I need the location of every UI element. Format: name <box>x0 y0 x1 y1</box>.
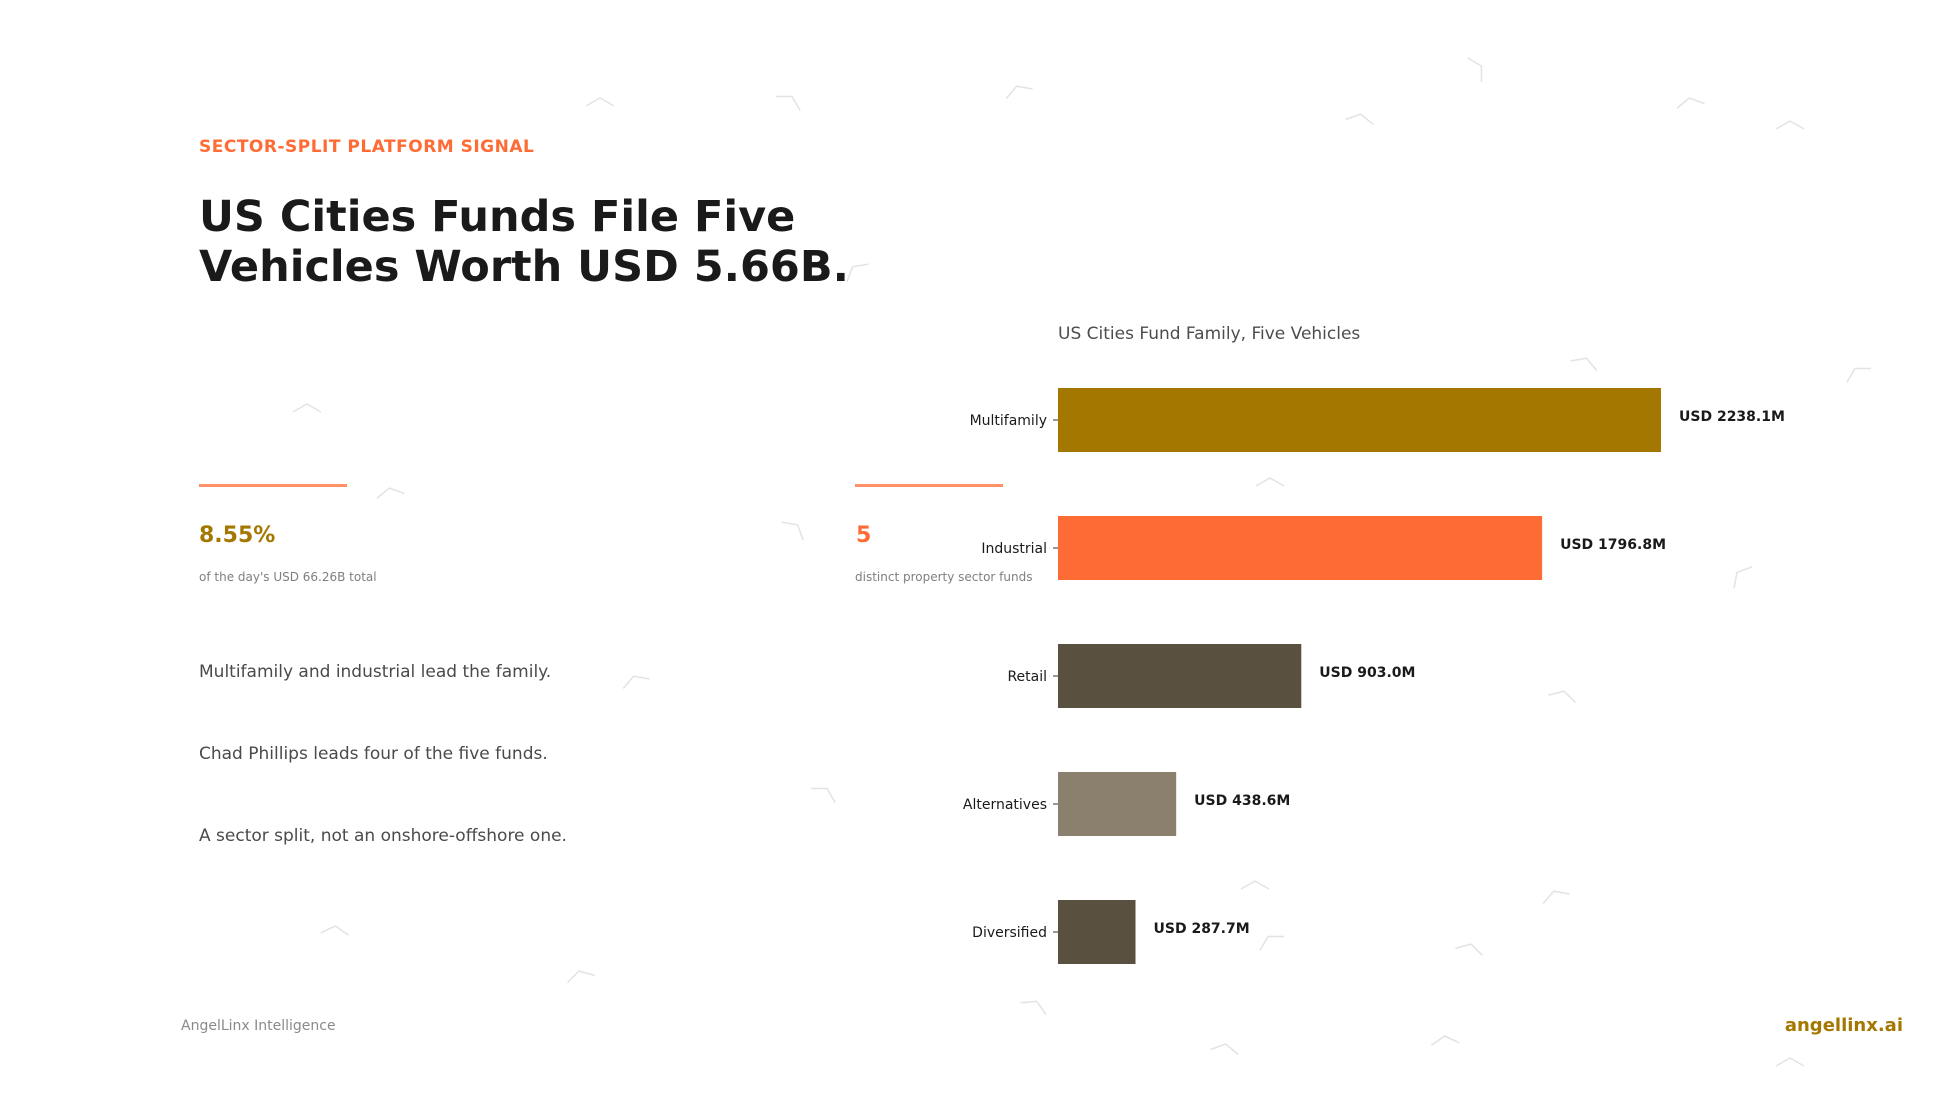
decor-mark <box>1775 1057 1805 1067</box>
bar-value-label: USD 903.0M <box>1319 665 1415 681</box>
title-line-2: Vehicles Worth USD 5.66B. <box>199 242 849 292</box>
y-tick-label: Multifamily <box>970 413 1047 429</box>
decor-mark <box>585 97 615 107</box>
decor-mark <box>1467 57 1483 83</box>
stat-label-share: of the day's USD 66.26B total <box>199 570 377 584</box>
decor-mark <box>1775 120 1805 130</box>
bullet-point-2: Chad Phillips leads four of the five fun… <box>199 744 548 764</box>
decor-mark <box>1345 113 1374 125</box>
y-tick-label: Diversified <box>972 925 1047 941</box>
bullet-point-3: A sector split, not an onshore-offshore … <box>199 826 567 846</box>
stat-rule-share <box>199 484 347 487</box>
y-tick-label: Retail <box>1007 669 1047 685</box>
stat-label-count: distinct property sector funds <box>855 570 1033 584</box>
page-title: US Cities Funds File Five Vehicles Worth… <box>199 192 919 292</box>
decor-mark <box>622 675 650 690</box>
decor-mark <box>292 403 322 413</box>
stat-value-share: 8.55% <box>199 523 276 548</box>
bar-value-label: USD 287.7M <box>1154 921 1250 937</box>
decor-mark <box>1570 357 1598 372</box>
decor-mark <box>1259 935 1285 951</box>
decor-mark <box>1430 1035 1460 1046</box>
decor-mark <box>1733 566 1753 589</box>
decor-mark <box>320 925 350 936</box>
decor-mark <box>846 263 869 283</box>
bar-alternatives <box>1058 772 1177 836</box>
decor-mark <box>775 95 801 111</box>
title-line-1: US Cities Funds File Five <box>199 192 796 242</box>
decor-mark <box>1005 85 1033 100</box>
decor-mark <box>781 521 804 541</box>
decor-mark <box>1676 97 1705 109</box>
stat-value-count: 5 <box>856 523 872 548</box>
y-tick-label: Alternatives <box>963 797 1047 813</box>
bar-industrial <box>1058 516 1543 580</box>
bar-value-label: USD 1796.8M <box>1560 537 1666 553</box>
decor-mark <box>1020 1000 1047 1015</box>
footer-site-link[interactable]: angellinx.ai <box>1784 1015 1903 1036</box>
decor-mark <box>376 487 405 499</box>
decor-mark <box>1455 943 1484 957</box>
decor-mark <box>1240 880 1270 890</box>
decor-mark <box>810 787 836 803</box>
footer-brand: AngelLinx Intelligence <box>181 1018 336 1034</box>
bar-value-label: USD 2238.1M <box>1679 409 1785 425</box>
decor-mark <box>1210 1043 1239 1055</box>
decor-mark <box>1542 890 1570 905</box>
bar-retail <box>1058 644 1302 708</box>
bar-value-label: USD 438.6M <box>1194 793 1290 809</box>
y-tick-label: Industrial <box>981 541 1047 557</box>
decor-mark <box>1846 367 1872 383</box>
bar-multifamily <box>1058 388 1661 452</box>
eyebrow-label: SECTOR-SPLIT PLATFORM SIGNAL <box>199 137 535 157</box>
bullet-point-1: Multifamily and industrial lead the fami… <box>199 662 552 682</box>
stat-rule-count <box>855 484 1003 487</box>
chart-title: US Cities Fund Family, Five Vehicles <box>1058 324 1360 344</box>
decor-mark <box>1255 477 1285 487</box>
decor-mark <box>1548 690 1577 704</box>
bar-diversified <box>1058 900 1136 964</box>
decor-mark <box>566 970 595 984</box>
